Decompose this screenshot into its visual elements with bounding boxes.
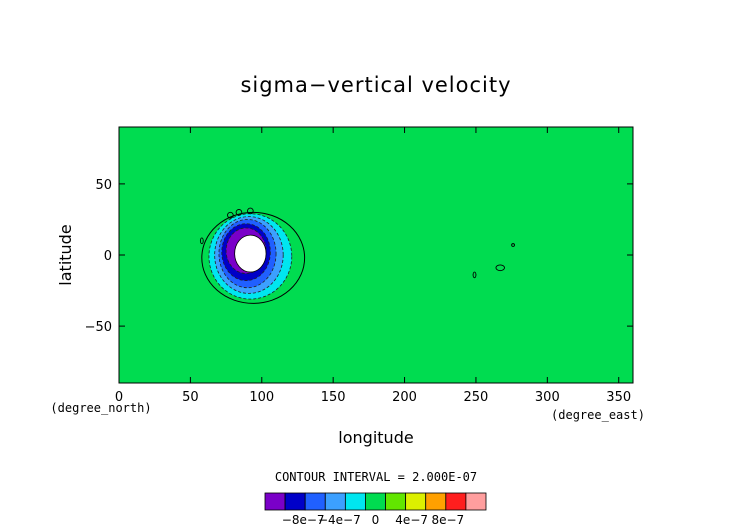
contour-line bbox=[495, 264, 505, 272]
y-tick-label: −50 bbox=[85, 320, 112, 335]
colorbar-swatch bbox=[264, 492, 286, 511]
x-axis-unit: (degree_east) bbox=[551, 408, 645, 422]
colorbar-tick-label: −8e−7 bbox=[282, 513, 325, 527]
colorbar-swatch bbox=[405, 492, 427, 511]
contour-interval-label: CONTOUR INTERVAL = 2.000E-07 bbox=[275, 470, 477, 484]
colorbar-swatch bbox=[385, 492, 407, 511]
contour-line bbox=[199, 237, 204, 245]
x-tick-label: 350 bbox=[606, 390, 631, 405]
y-axis-unit: (degree_north) bbox=[50, 401, 151, 415]
contour-region bbox=[234, 234, 267, 273]
contour-line bbox=[247, 207, 254, 215]
y-axis: −50 0 50 bbox=[85, 178, 633, 335]
chart-title: sigma−vertical velocity bbox=[240, 73, 511, 97]
x-axis-label: longitude bbox=[338, 428, 413, 447]
colorbar-swatch bbox=[344, 492, 366, 511]
field-background bbox=[119, 127, 633, 383]
contour-line bbox=[227, 211, 234, 219]
x-tick-label: 100 bbox=[249, 390, 274, 405]
colorbar-swatch bbox=[324, 492, 346, 511]
plot-area bbox=[119, 127, 633, 383]
colorbar-swatch bbox=[445, 492, 467, 511]
contour-line bbox=[472, 271, 477, 279]
x-tick-label: 150 bbox=[321, 390, 346, 405]
colorbar-swatch bbox=[425, 492, 447, 511]
colorbar-tick-label: 0 bbox=[372, 513, 380, 527]
x-tick-label: 50 bbox=[182, 390, 199, 405]
contour-line bbox=[511, 243, 515, 247]
colorbar-swatch bbox=[304, 492, 326, 511]
x-tick-label: 0 bbox=[115, 390, 123, 405]
colorbar-tick-label: 4e−7 bbox=[395, 513, 428, 527]
y-tick-label: 0 bbox=[104, 249, 112, 264]
colorbar-tick-label: 8e−7 bbox=[431, 513, 464, 527]
x-axis: 0 50 100 150 200 250 300 350 bbox=[115, 127, 631, 405]
x-tick-label: 200 bbox=[392, 390, 417, 405]
colorbar bbox=[264, 492, 487, 511]
contour-line bbox=[235, 209, 243, 216]
y-axis-label: latitude bbox=[56, 224, 75, 285]
colorbar-swatch bbox=[465, 492, 487, 511]
x-tick-label: 250 bbox=[464, 390, 489, 405]
colorbar-tick-label: −4e−7 bbox=[318, 513, 361, 527]
colorbar-swatch bbox=[284, 492, 306, 511]
x-tick-label: 300 bbox=[535, 390, 560, 405]
colorbar-swatch bbox=[365, 492, 386, 511]
y-tick-label: 50 bbox=[95, 178, 112, 193]
colorbar-labels: −8e−7−4e−7 0 4e−7 8e−7 bbox=[282, 513, 464, 527]
